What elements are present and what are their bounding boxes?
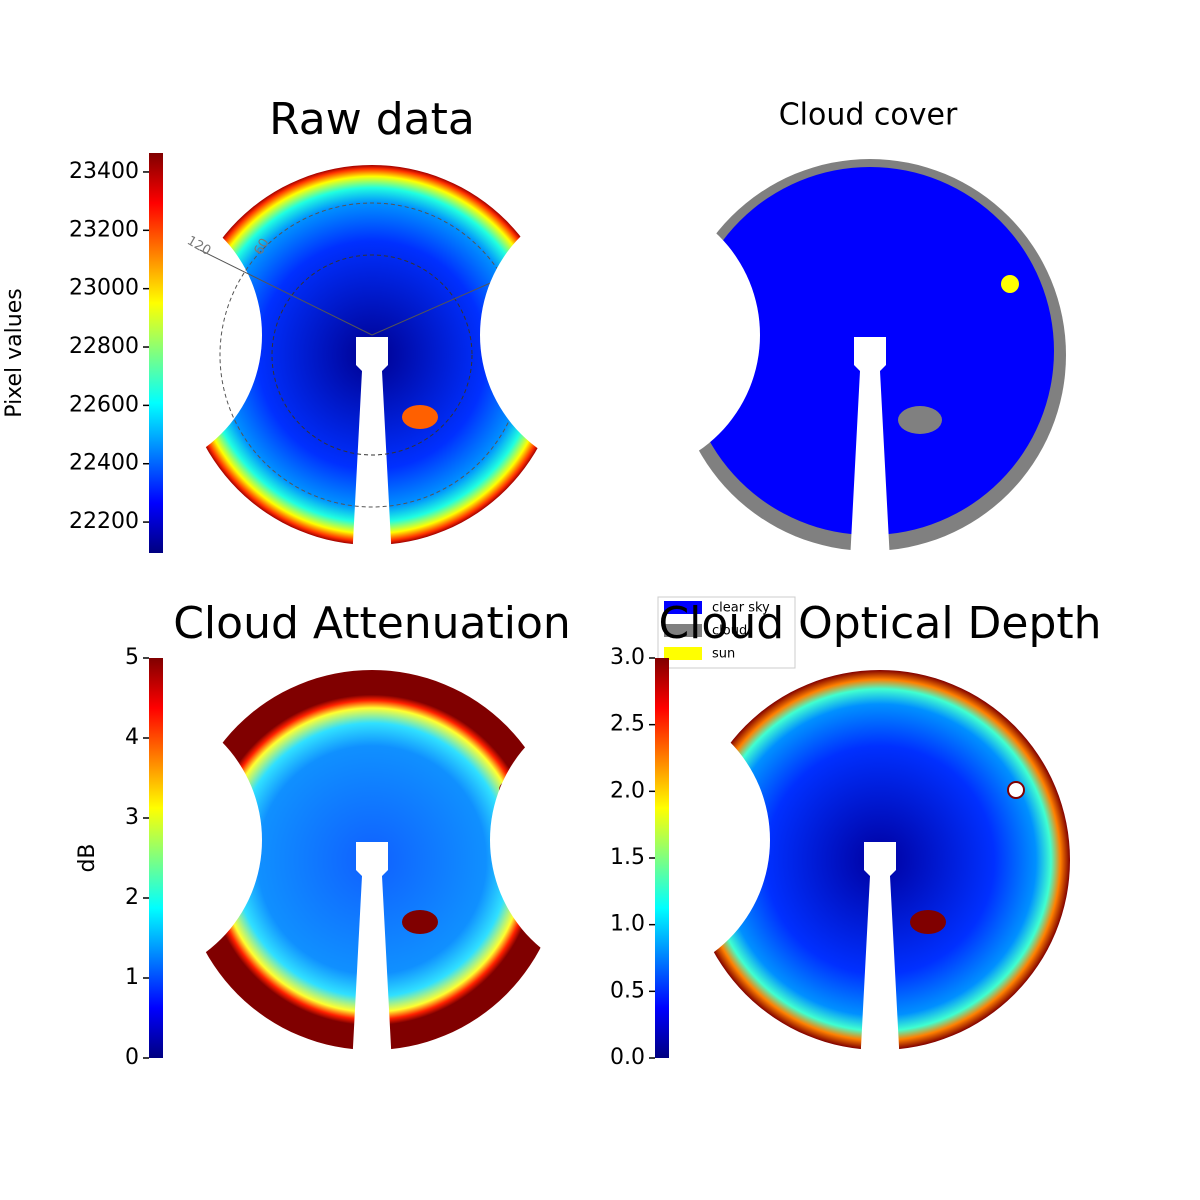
horizon-mask — [0, 700, 262, 980]
colorbar-tick-label: 22200 — [69, 509, 139, 534]
cloud-feature — [910, 910, 946, 934]
mount-mask — [850, 337, 890, 561]
mount-mask — [352, 337, 392, 561]
colorbar-tick-label: 5 — [125, 645, 139, 670]
cloud-feature — [402, 405, 438, 429]
colorbar-tick-label: 2 — [125, 885, 139, 910]
sun-mask — [1007, 781, 1025, 799]
colorbar-label: Pixel values — [2, 288, 27, 417]
mount-mask — [860, 842, 900, 1066]
panel-title: Cloud Optical Depth — [658, 598, 1101, 649]
horizon-mask — [0, 195, 262, 475]
colorbar-tick-label: 23400 — [69, 159, 139, 184]
colorbar-tick-label: 23200 — [69, 217, 139, 242]
colorbar-label: dB — [75, 843, 100, 872]
colorbar-tick-label: 1 — [125, 965, 139, 990]
legend-swatch — [664, 601, 702, 614]
cloud-feature — [402, 910, 438, 934]
legend: clear sky cloud sun — [657, 596, 796, 669]
polar-axis — [199, 249, 373, 336]
horizon-mask — [480, 195, 760, 475]
colorbar — [149, 658, 163, 1058]
panel-title: Cloud cover — [779, 98, 958, 133]
panel-title: Cloud Attenuation — [173, 598, 571, 649]
legend-swatch — [664, 647, 702, 660]
mount-mask — [352, 842, 392, 1066]
polar-label: 60 — [252, 236, 273, 258]
colorbar-tick-label: 1.0 — [610, 912, 645, 937]
legend-entry: sun — [712, 647, 735, 662]
colorbar-tick-label: 1.5 — [610, 845, 645, 870]
colorbar-tick-label: 22800 — [69, 334, 139, 359]
legend-entry: clear sky — [712, 601, 770, 616]
sun-region — [1001, 275, 1019, 293]
colorbar-tick-label: 0 — [125, 1045, 139, 1070]
colorbar-tick-label: 22600 — [69, 392, 139, 417]
colorbar-tick-label: 0.0 — [610, 1045, 645, 1070]
horizon-mask — [490, 700, 770, 980]
colorbar-tick-label: 2.0 — [610, 778, 645, 803]
legend-swatch — [664, 624, 702, 637]
cloud-region — [898, 406, 942, 434]
colorbar-tick-label: 22400 — [69, 451, 139, 476]
colorbar-tick-label: 0.5 — [610, 978, 645, 1003]
polar-grid — [271, 254, 473, 456]
panel-title: Raw data — [269, 94, 475, 145]
colorbar-tick-label: 23000 — [69, 276, 139, 301]
colorbar — [149, 153, 163, 553]
colorbar-tick-label: 2.5 — [610, 712, 645, 737]
colorbar-tick-label: 4 — [125, 725, 139, 750]
colorbar-tick-label: 3 — [125, 805, 139, 830]
legend-entry: cloud — [712, 624, 747, 639]
colorbar — [655, 658, 669, 1058]
colorbar-tick-label: 3.0 — [610, 645, 645, 670]
